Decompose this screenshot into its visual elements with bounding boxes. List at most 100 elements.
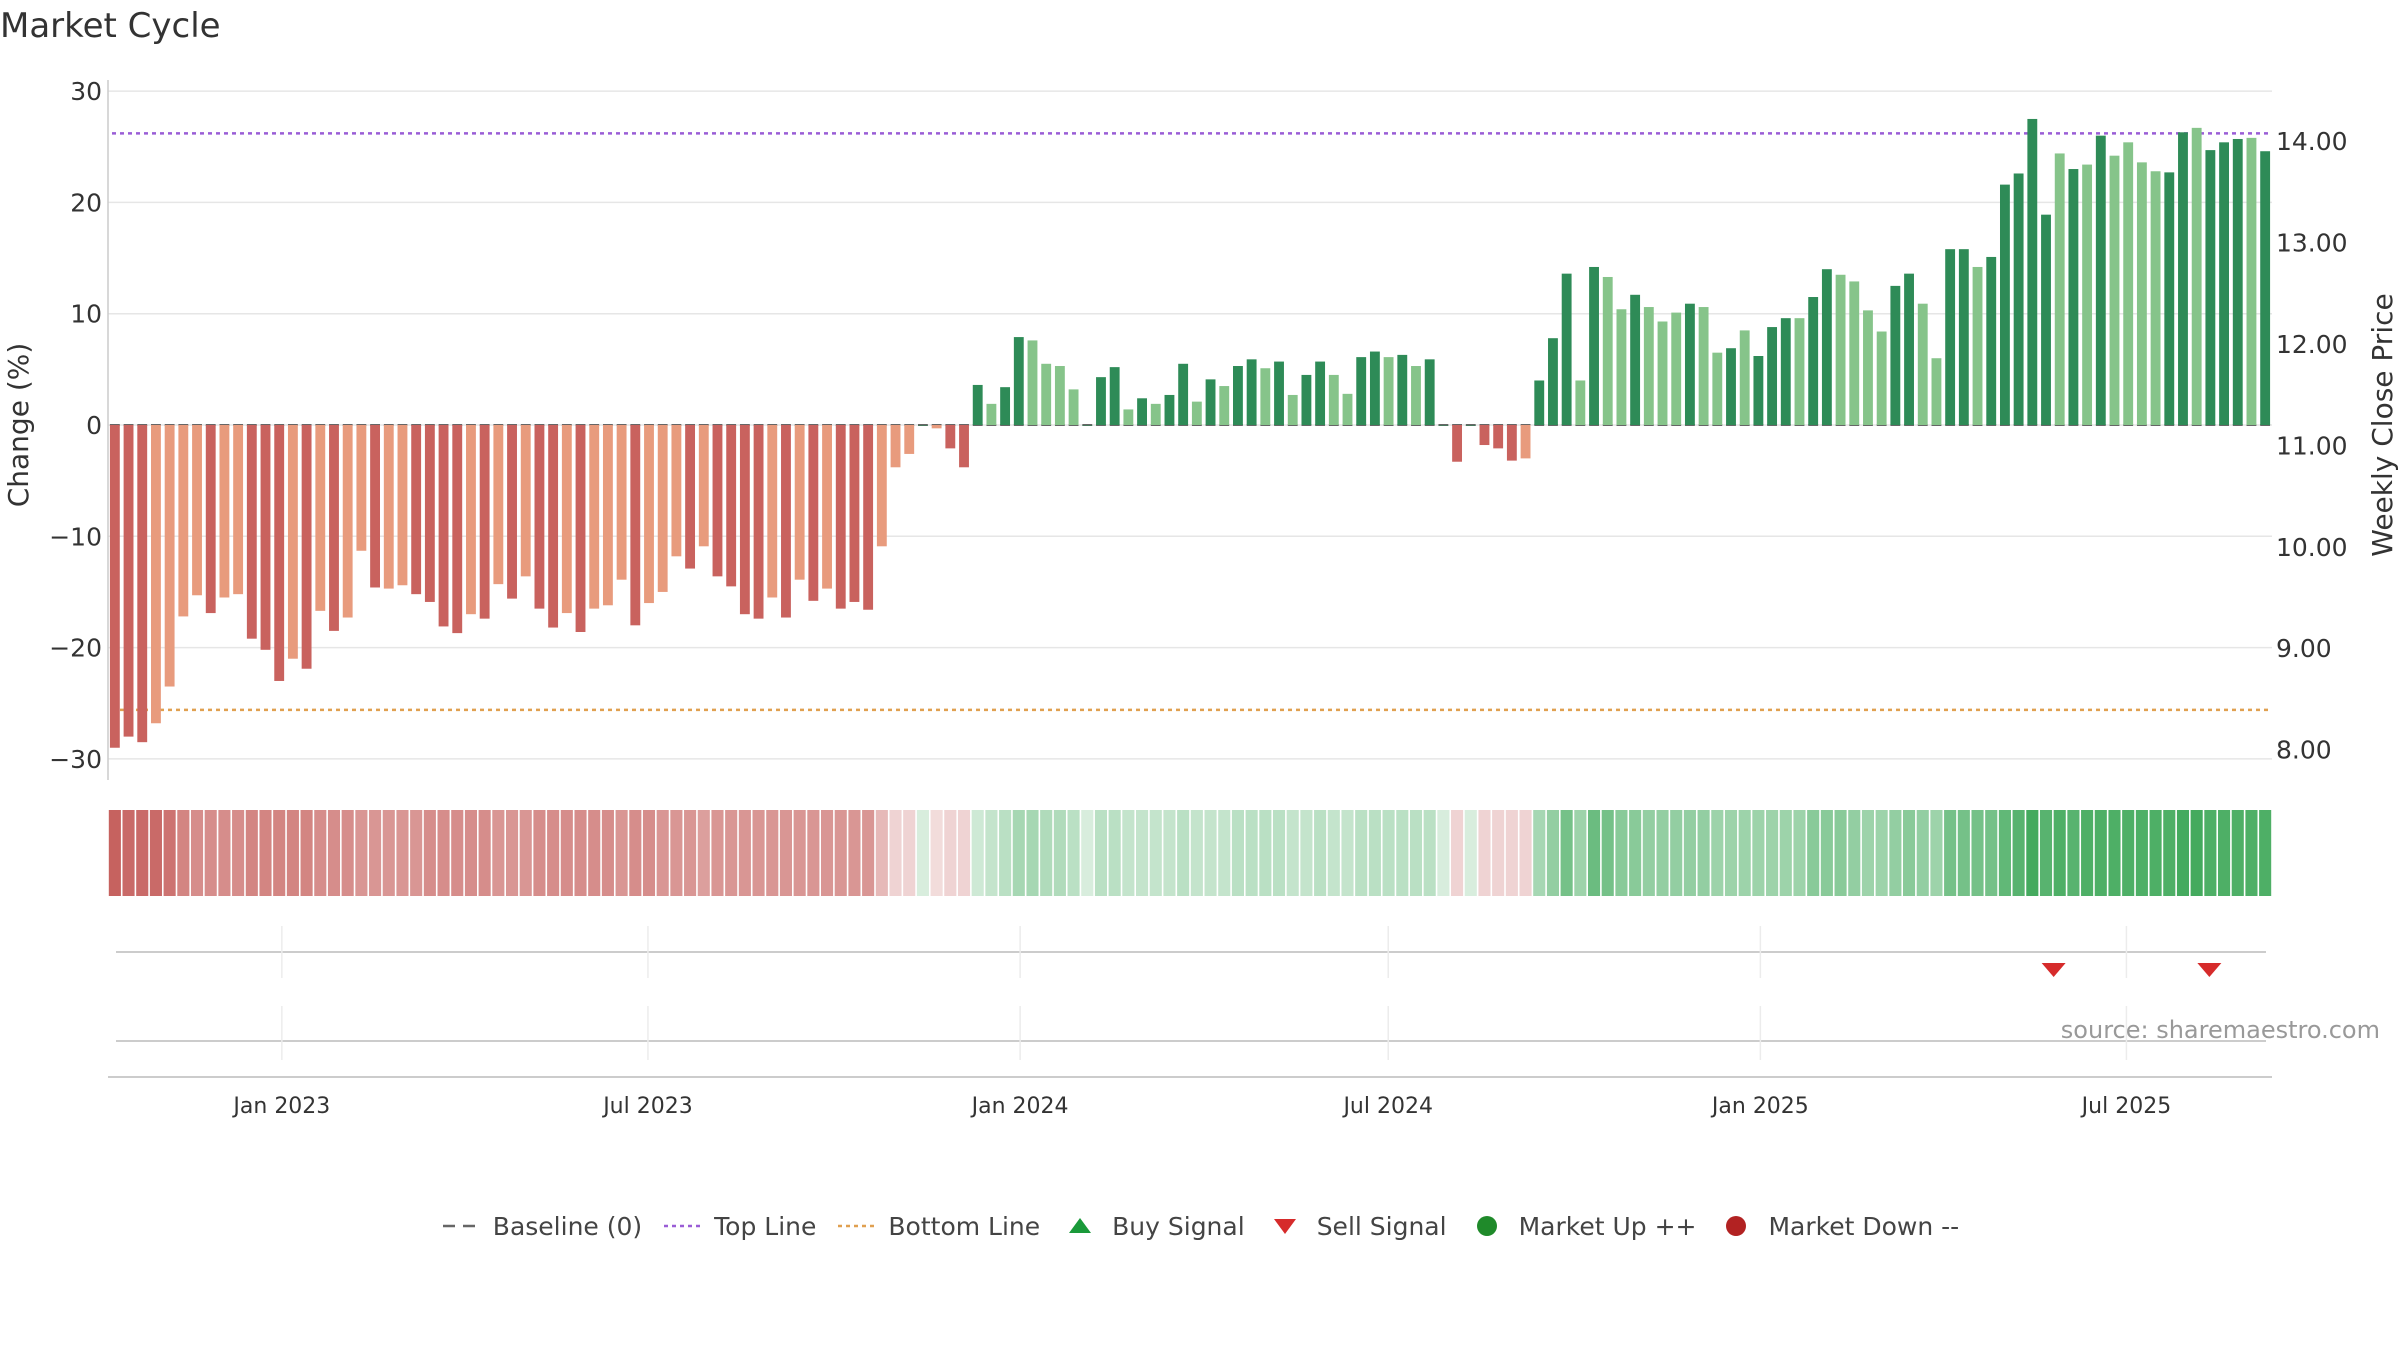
regime-cell <box>1218 810 1231 896</box>
regime-cell <box>1492 810 1505 896</box>
sell-signal-marker <box>2041 963 2066 977</box>
bar <box>2013 173 2024 425</box>
bar <box>822 425 832 589</box>
y2-tick-label: 14.00 <box>2276 127 2348 156</box>
x-tick-label: Jul 2023 <box>601 1094 693 1119</box>
legend-label: Market Up ++ <box>1518 1211 1697 1241</box>
regime-cell <box>889 810 902 896</box>
regime-cell <box>2190 810 2203 896</box>
bar <box>1328 374 1339 425</box>
bar <box>876 425 887 547</box>
bar <box>1602 276 1613 425</box>
regime-cell <box>875 810 888 896</box>
bar <box>424 425 435 602</box>
legend-item: Baseline (0) <box>441 1212 642 1241</box>
regime-cell <box>1766 810 1779 896</box>
bar <box>137 425 148 743</box>
regime-cell <box>1903 810 1916 896</box>
bar <box>1808 297 1819 425</box>
regime-cell <box>930 810 943 896</box>
regime-cell <box>848 810 861 896</box>
regime-cell <box>190 810 204 896</box>
y-tick-label: 10 <box>70 300 102 329</box>
bar <box>370 425 381 588</box>
source-label: source: sharemaestro.com <box>2060 1016 2380 1044</box>
regime-cell <box>1355 810 1368 896</box>
regime-cell <box>1245 810 1258 896</box>
bar <box>1794 318 1805 425</box>
triangle-down-icon <box>1273 1219 1296 1234</box>
bar <box>1205 379 1216 425</box>
y-tick-label: 30 <box>70 77 102 106</box>
bar <box>1890 285 1901 425</box>
regime-cell <box>108 810 121 896</box>
regime-cell <box>1505 810 1518 896</box>
bar <box>1246 359 1257 425</box>
regime-cell <box>2218 810 2231 896</box>
bar <box>219 425 230 598</box>
bar <box>192 425 202 596</box>
bar <box>493 425 504 585</box>
bar <box>808 425 819 601</box>
y2-tick-label: 12.00 <box>2276 330 2348 359</box>
regime-cell <box>1546 810 1559 896</box>
regime-cell <box>642 810 656 896</box>
regime-cell <box>1533 810 1546 896</box>
regime-cell <box>1177 810 1190 896</box>
regime-cell <box>1615 810 1628 896</box>
bar <box>356 425 367 551</box>
bar <box>520 425 531 577</box>
regime-cell <box>259 810 272 896</box>
regime-cell <box>1889 810 1902 896</box>
bar <box>383 425 394 589</box>
y-tick-label: −20 <box>49 634 102 663</box>
bar <box>1534 380 1545 425</box>
bar <box>2123 142 2134 426</box>
bar <box>945 425 956 449</box>
bar <box>315 425 326 611</box>
regime-cell <box>2231 810 2244 896</box>
regime-cell <box>2026 810 2039 896</box>
bar <box>1150 403 1161 425</box>
regime-cell <box>670 810 683 896</box>
chart-title: Market Cycle <box>0 6 221 46</box>
regime-cell <box>423 810 436 896</box>
bar <box>1342 393 1353 425</box>
axis-layer: 30 20 10 0 −10 −20 −30 14.00 13.00 12.00 11.00 10.0… <box>2 77 2399 780</box>
bar <box>1397 354 1408 425</box>
regime-cell <box>314 810 327 896</box>
bar <box>2136 162 2147 425</box>
regime-cell <box>2067 810 2080 896</box>
regime-cell <box>1286 810 1299 896</box>
regime-cell <box>2245 810 2258 896</box>
regime-cell <box>1368 810 1381 896</box>
bar <box>1479 425 1490 446</box>
bar <box>164 425 175 687</box>
regime-cell <box>232 810 245 896</box>
bar <box>246 425 257 639</box>
regime-cell <box>1861 810 1875 896</box>
regime-cell <box>163 810 176 896</box>
regime-cell <box>1656 810 1669 896</box>
x-tick-label: Jul 2025 <box>2080 1094 2172 1119</box>
regime-cell <box>766 810 779 896</box>
regime-cell <box>1875 810 1888 896</box>
bar <box>739 425 750 615</box>
y2-tick-label: 10.00 <box>2276 533 2348 562</box>
regime-cell <box>2259 810 2272 896</box>
regime-cell <box>2081 810 2094 896</box>
bar <box>479 425 490 619</box>
bar <box>507 425 517 599</box>
regime-cell <box>601 810 614 896</box>
regime-cell <box>1409 810 1423 896</box>
regime-cell <box>574 810 587 896</box>
bar <box>1411 366 1421 425</box>
regime-cell <box>793 810 806 896</box>
regime-cell <box>1779 810 1792 896</box>
regime-cell <box>1094 810 1108 896</box>
regime-cell <box>451 810 464 896</box>
y2-tick-label: 9.00 <box>2276 634 2332 663</box>
y2-tick-label: 13.00 <box>2276 228 2348 257</box>
y-axis-title: Change (%) <box>2 343 35 508</box>
regime-cell <box>2176 810 2190 896</box>
